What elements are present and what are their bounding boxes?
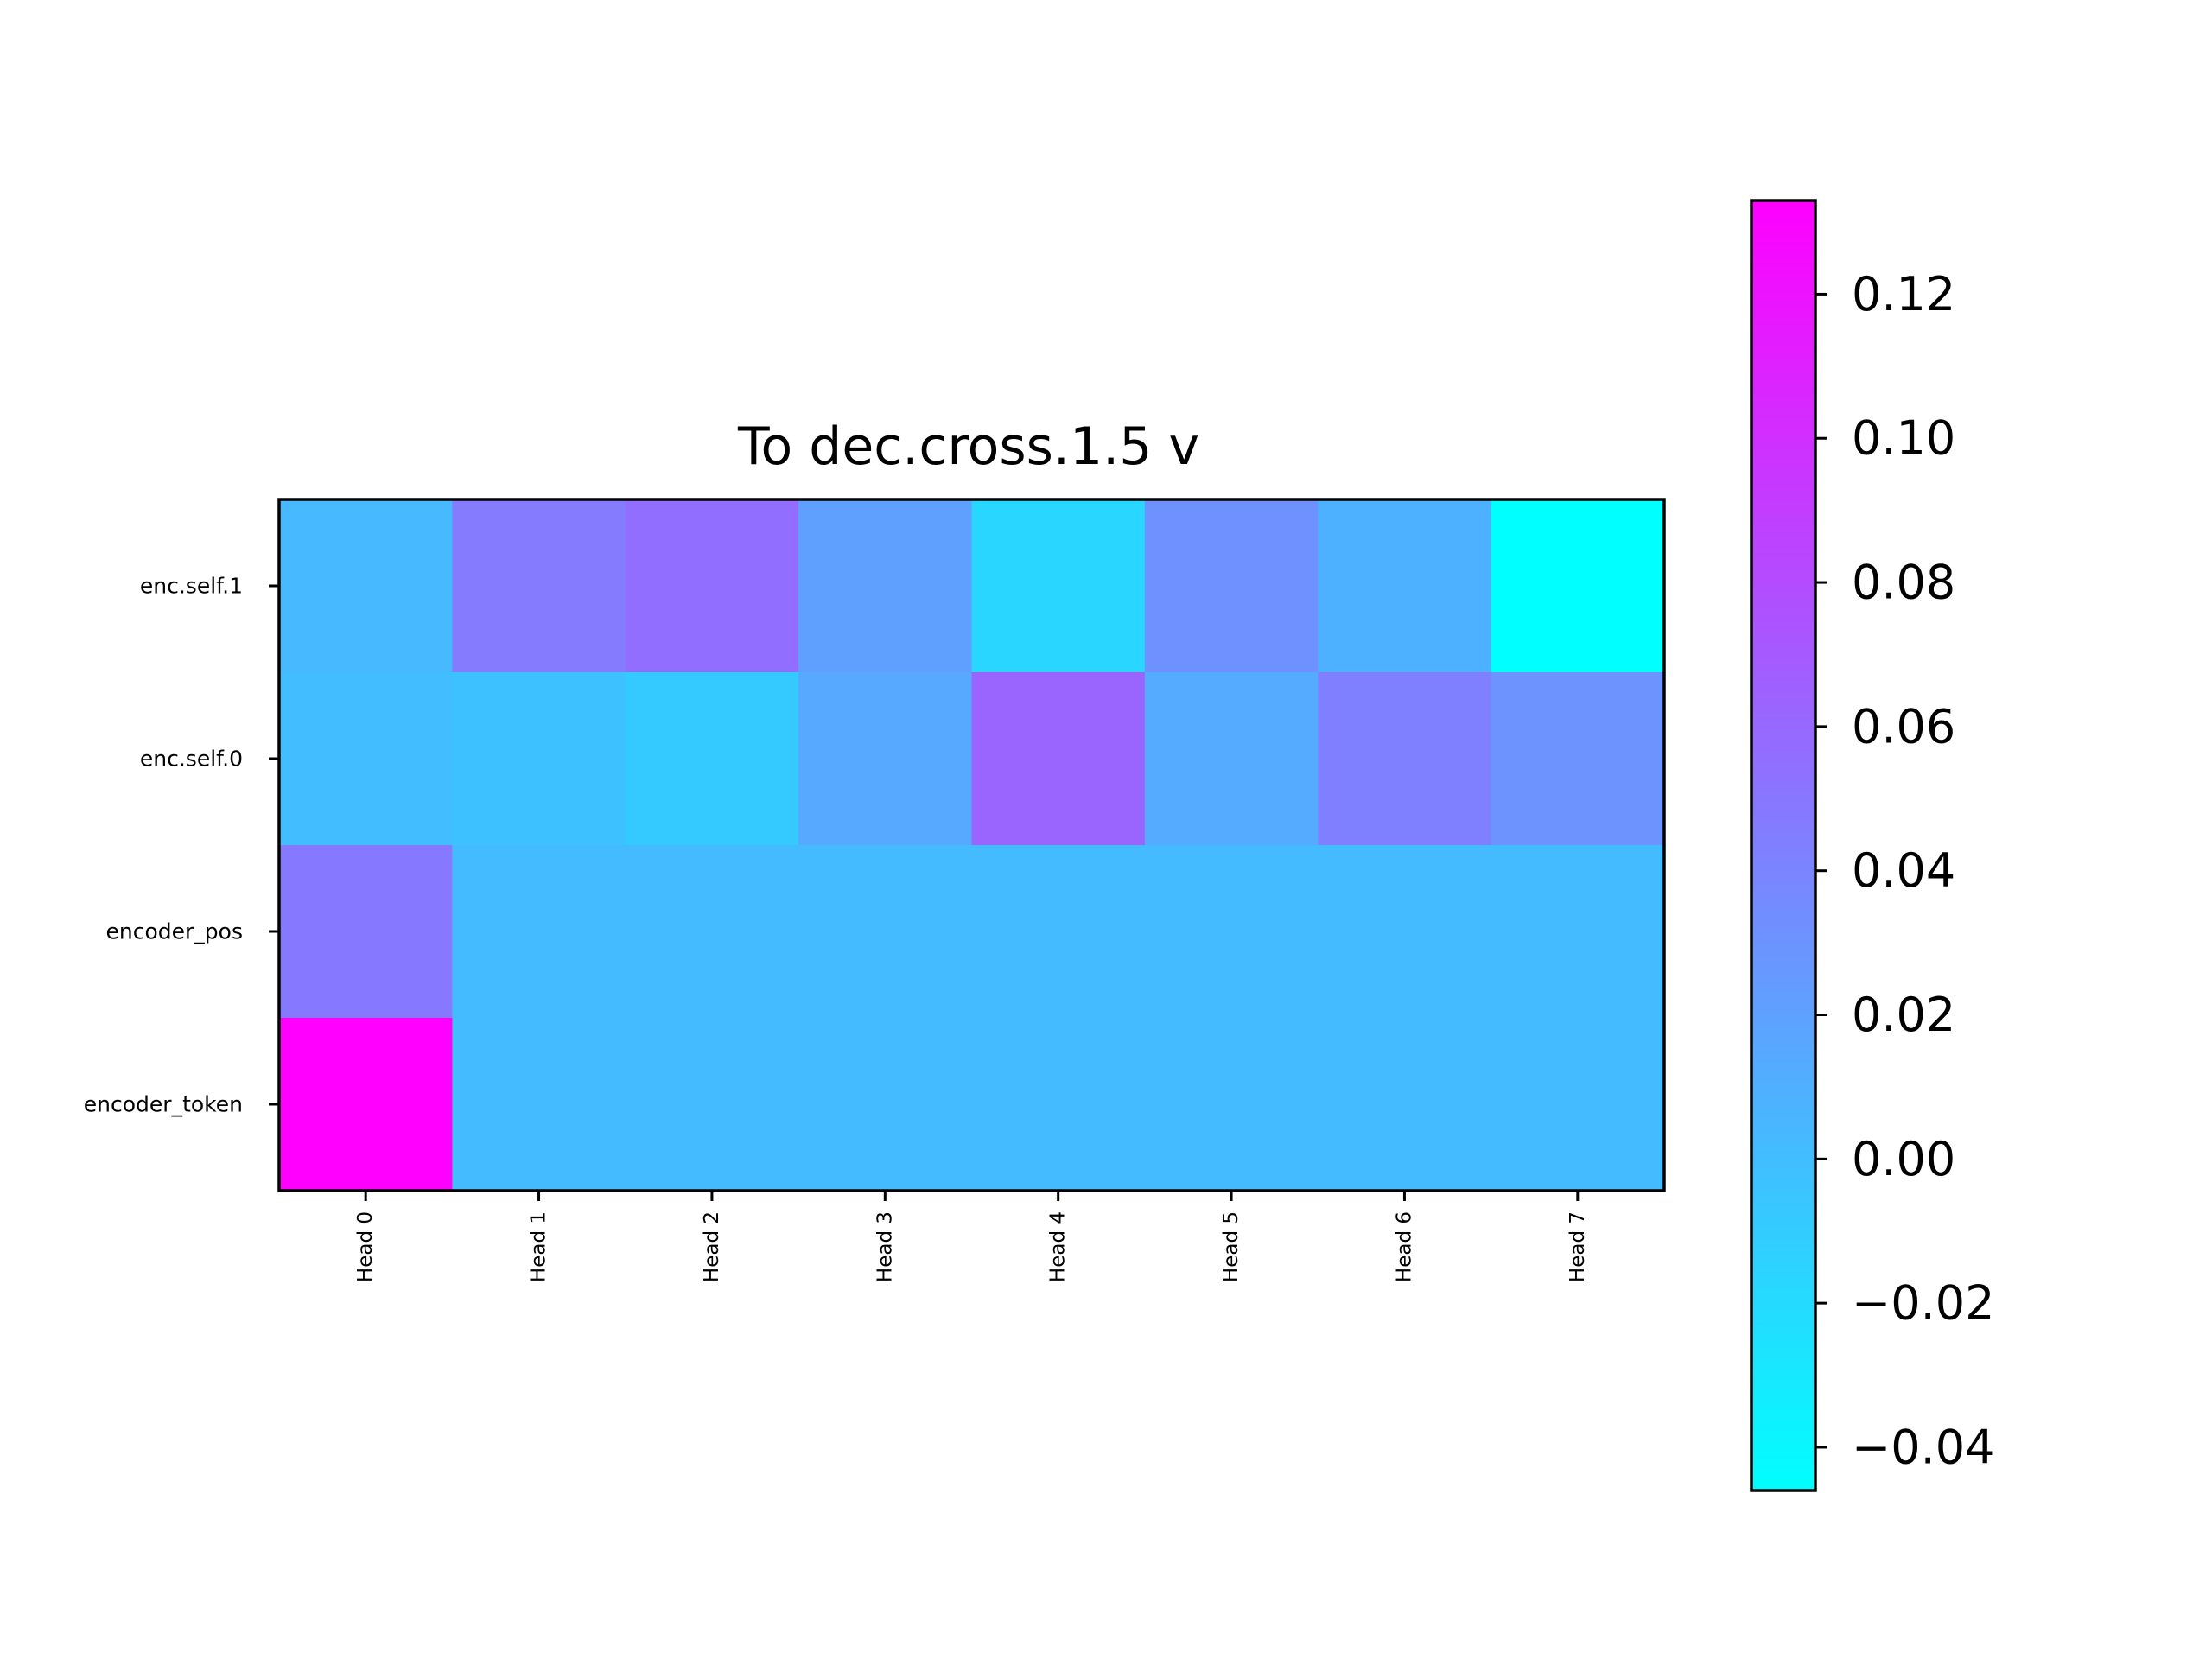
x-tick-label: Head 1 (528, 1211, 550, 1282)
colorbar-tick-label: 0.00 (1852, 1132, 1955, 1186)
heatmap-cell (1318, 1018, 1492, 1192)
x-axis-ticks: Head 0 Head 1 Head 2 Head 3 Head 4 Head 5 Head… (354, 1191, 1589, 1282)
y-tick-label: encoder_token (84, 1092, 243, 1117)
heatmap-cell (798, 672, 973, 846)
heatmap-cell (971, 499, 1146, 673)
heatmap-cell (452, 1018, 626, 1192)
heatmap-cell (452, 845, 626, 1019)
heatmap-cell (1491, 845, 1665, 1019)
colorbar-tick-label: −0.04 (1852, 1420, 1994, 1474)
heatmap-cell (798, 499, 973, 673)
x-tick-label: Head 3 (874, 1211, 896, 1282)
y-tick-label: enc.self.0 (140, 747, 243, 772)
heatmap-cell (1144, 845, 1319, 1019)
heatmap-cell (1318, 672, 1492, 846)
heatmap-cell (971, 1018, 1146, 1192)
plot-frame (277, 498, 1666, 1192)
heatmap-cell (798, 845, 973, 1019)
heatmap-cell (971, 845, 1146, 1019)
y-tick-label: encoder_pos (106, 919, 243, 944)
heatmap-cell (452, 672, 626, 846)
heatmap-cell (279, 672, 453, 846)
heatmap-cell (1144, 499, 1319, 673)
x-tick-label: Head 5 (1220, 1211, 1243, 1282)
y-axis-ticks: enc.self.1 enc.self.0 encoder_pos encoder_t… (84, 574, 279, 1117)
colorbar-tick-label: 0.10 (1852, 411, 1955, 466)
heatmap-cell (625, 1018, 799, 1192)
x-tick-label: Head 0 (354, 1211, 377, 1282)
colorbar-tick-label: 0.06 (1852, 699, 1955, 753)
heatmap-cell (1491, 1018, 1665, 1192)
colorbar-tick-label: −0.02 (1852, 1276, 1994, 1331)
heatmap-cell (1491, 672, 1665, 846)
colorbar-tick-label: 0.12 (1852, 267, 1955, 321)
x-tick-label: Head 2 (701, 1211, 723, 1282)
heatmap-cell (279, 499, 453, 673)
colorbar-tick-label: 0.02 (1852, 988, 1955, 1042)
y-tick-label: enc.self.1 (140, 574, 243, 599)
heatmap-cell (452, 499, 626, 673)
heatmap-cell (971, 672, 1146, 846)
heatmap-cell (1144, 672, 1319, 846)
heatmap-cell (625, 845, 799, 1019)
heatmap-cell (1318, 845, 1492, 1019)
x-tick-label: Head 4 (1047, 1211, 1070, 1282)
x-tick-label: Head 6 (1393, 1211, 1415, 1282)
colorbar-ticks: −0.04 −0.02 0.00 0.02 0.04 0.06 0.08 0.10 0.12 (1815, 267, 1994, 1474)
x-tick-label: Head 7 (1567, 1211, 1589, 1282)
chart-title: To dec.cross.1.5 v (737, 416, 1199, 477)
heatmap-cell (1491, 499, 1665, 673)
heatmap-cell (625, 499, 799, 673)
heatmap-cell (1318, 499, 1492, 673)
heatmap-cell (279, 1018, 453, 1192)
heatmap-cell (1144, 1018, 1319, 1192)
heatmap-cell (279, 845, 453, 1019)
colorbar-tick-label: 0.04 (1852, 843, 1955, 898)
heatmap-cell (798, 1018, 973, 1192)
heatmap-cell (625, 672, 799, 846)
heatmap-cells (279, 499, 1665, 1192)
colorbar-tick-label: 0.08 (1852, 556, 1955, 610)
colorbar (1750, 199, 1817, 1492)
